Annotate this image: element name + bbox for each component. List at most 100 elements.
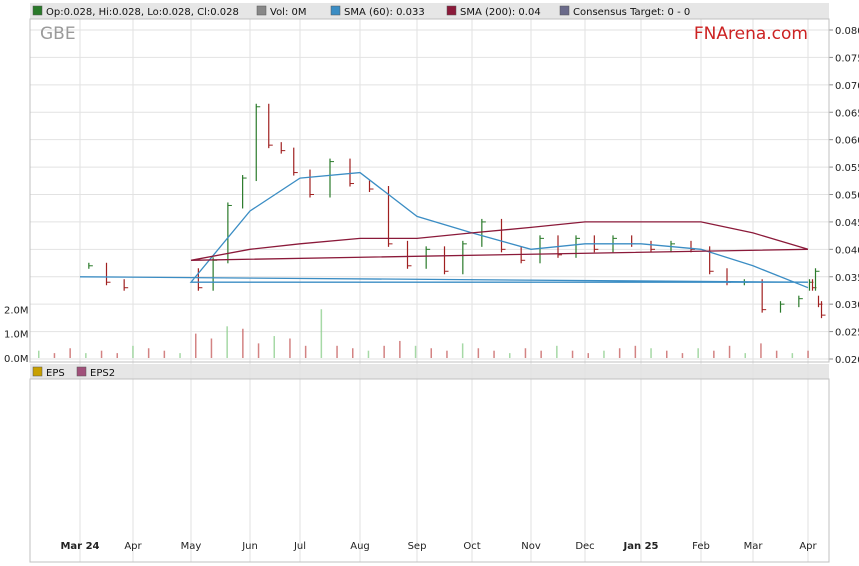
- sma-lines: [79, 171, 809, 289]
- legend-swatch: [330, 5, 341, 16]
- price-legend-bar: [30, 3, 829, 19]
- volume-bar: [713, 350, 715, 358]
- volume-bar: [681, 353, 684, 358]
- volume-bar: [226, 326, 228, 358]
- volume-bar: [85, 353, 87, 358]
- volume-bar: [618, 348, 621, 358]
- volume-bar: [791, 353, 794, 358]
- volume-bar: [336, 345, 338, 358]
- volume-bar: [728, 345, 731, 358]
- y-tick-label: 0.025: [835, 328, 859, 339]
- x-tick-label: Mar 24: [60, 541, 99, 552]
- volume-bar: [163, 350, 166, 358]
- axes: 0.080 0.075 0.070 0.065 0.060 0.055 0.050 0.045…: [4, 26, 859, 552]
- price-panel-frame: [29, 18, 830, 363]
- legend-swatch: [256, 5, 267, 16]
- y-tick-label: 0.020: [835, 355, 859, 366]
- volume-bar: [556, 345, 558, 358]
- volume-bar: [430, 348, 432, 358]
- volume-bar: [477, 348, 480, 358]
- eps-legend-swatch: [32, 366, 43, 377]
- volume-bar: [383, 345, 385, 358]
- volume-bar: [775, 350, 778, 358]
- volume-bar: [446, 350, 448, 358]
- x-tick-label: Feb: [692, 541, 710, 552]
- volume-bar: [399, 340, 401, 358]
- volume-bar: [53, 353, 56, 358]
- legend-label: Consensus Target: 0 - 0: [573, 7, 690, 18]
- volume-tick-label: 0.0M: [4, 354, 29, 365]
- legend: Op:0.028, Hi:0.028, Lo:0.028, Cl:0.028 Vo…: [32, 5, 690, 379]
- x-tick-label: Jun: [241, 541, 258, 552]
- volume-bar: [587, 353, 589, 358]
- volume-bar: [320, 309, 323, 358]
- volume-bar: [352, 348, 354, 358]
- volume-bar: [273, 336, 275, 358]
- y-tick-label: 0.050: [835, 191, 859, 202]
- volume-bar: [571, 350, 574, 358]
- legend-swatch: [559, 5, 570, 16]
- volume-bar: [493, 350, 495, 358]
- x-tick-label: Jan 25: [623, 541, 659, 552]
- volume-bar: [116, 353, 118, 358]
- volume-bar: [807, 350, 809, 358]
- volume-bar: [289, 338, 291, 358]
- x-tick-label: May: [181, 541, 202, 552]
- volume-bar: [179, 353, 181, 358]
- volume-bar: [147, 348, 150, 358]
- volume-bar: [697, 348, 699, 358]
- volume-bar: [414, 345, 417, 358]
- legend-label: SMA (60): 0.033: [344, 7, 425, 18]
- ticker-title: GBE: [40, 24, 76, 44]
- volume-tick-label: 2.0M: [4, 305, 29, 316]
- volume-bar: [100, 350, 103, 358]
- eps-panel-frame: [29, 378, 830, 563]
- x-tick-label: Apr: [124, 541, 142, 552]
- volume-bar: [257, 343, 260, 358]
- volume-bars: [38, 309, 809, 358]
- volume-bar: [634, 345, 637, 358]
- legend-swatch: [446, 5, 457, 16]
- x-tick-label: Nov: [521, 541, 541, 552]
- y-tick-label: 0.040: [835, 245, 859, 256]
- eps-legend-label: EPS: [46, 368, 65, 379]
- volume-bar: [304, 345, 307, 358]
- volume-bar: [38, 350, 40, 358]
- volume-bar: [242, 328, 244, 358]
- x-tick-label: Mar: [744, 541, 764, 552]
- x-tick-label: Oct: [463, 541, 480, 552]
- sma-200-line: [190, 221, 809, 261]
- y-tick-label: 0.080: [835, 26, 859, 37]
- volume-bar: [132, 345, 134, 358]
- volume-bar: [461, 343, 464, 358]
- legend-label: Vol: 0M: [270, 7, 307, 18]
- x-tick-label: Sep: [408, 541, 427, 552]
- legend-label: Op:0.028, Hi:0.028, Lo:0.028, Cl:0.028: [46, 7, 239, 18]
- eps-legend-bar: [30, 364, 829, 379]
- volume-bar: [760, 343, 762, 358]
- sma-60-line: [79, 171, 809, 289]
- y-tick-label: 0.075: [835, 53, 859, 64]
- eps-legend-swatch: [76, 366, 87, 377]
- legend-swatch: [32, 5, 43, 16]
- x-tick-label: Jul: [293, 541, 306, 552]
- volume-bar: [210, 338, 213, 358]
- volume-bar: [195, 333, 197, 358]
- volume-bar: [666, 350, 668, 358]
- y-tick-label: 0.055: [835, 163, 859, 174]
- y-tick-label: 0.030: [835, 300, 859, 311]
- volume-bar: [744, 353, 746, 358]
- x-tick-label: Apr: [799, 541, 817, 552]
- volume-tick-label: 1.0M: [4, 330, 29, 341]
- eps-legend-label: EPS2: [90, 368, 115, 379]
- x-tick-label: Dec: [575, 541, 594, 552]
- y-tick-label: 0.045: [835, 218, 859, 229]
- volume-bar: [540, 350, 542, 358]
- volume-bar: [603, 350, 605, 358]
- volume-bar: [524, 348, 527, 358]
- x-tick-label: Aug: [350, 541, 370, 552]
- volume-bar: [367, 350, 370, 358]
- y-tick-label: 0.070: [835, 81, 859, 92]
